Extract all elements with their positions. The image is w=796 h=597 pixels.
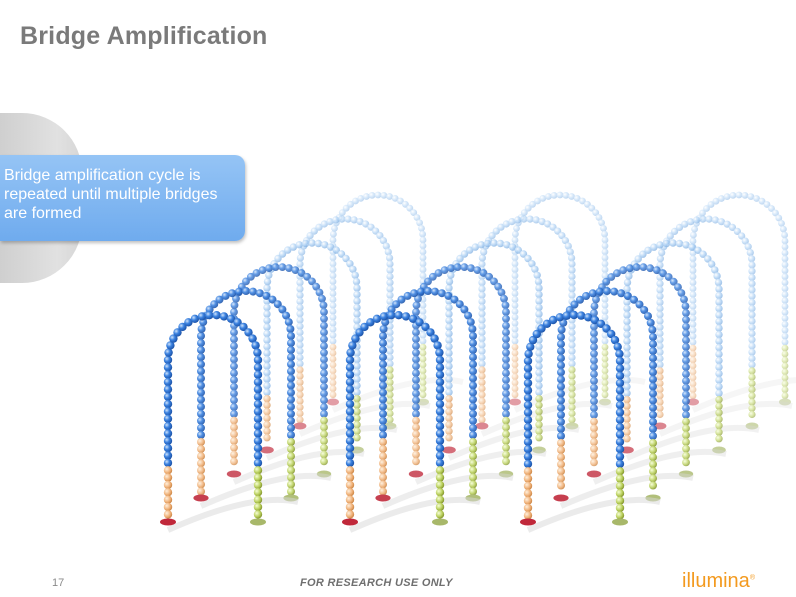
- bridge: [586, 263, 727, 485]
- illumina-logo: illumina®: [682, 570, 755, 593]
- bridge-amplification-illustration: [160, 191, 796, 533]
- bridge: [375, 287, 514, 509]
- footer-note: FOR RESEARCH USE ONLY: [300, 577, 453, 589]
- bridge: [293, 215, 431, 437]
- bridge: [260, 239, 398, 461]
- bridge: [226, 263, 365, 485]
- bridge: [342, 311, 481, 533]
- bridge: [620, 239, 760, 461]
- bridge: [193, 287, 332, 509]
- bridge: [408, 263, 547, 485]
- logo-text: illumina: [682, 570, 750, 592]
- callout-box: Bridge amplification cycle is repeated u…: [0, 155, 245, 241]
- bridge: [653, 215, 793, 437]
- bridge: [160, 311, 299, 533]
- slide-title: Bridge Amplification: [20, 22, 268, 50]
- logo-trademark: ®: [749, 574, 755, 582]
- bridge-group: [160, 191, 796, 533]
- bridge: [687, 191, 796, 413]
- bridge: [520, 310, 661, 533]
- page-number: 17: [52, 577, 65, 589]
- callout-text: Bridge amplification cycle is repeated u…: [4, 167, 218, 222]
